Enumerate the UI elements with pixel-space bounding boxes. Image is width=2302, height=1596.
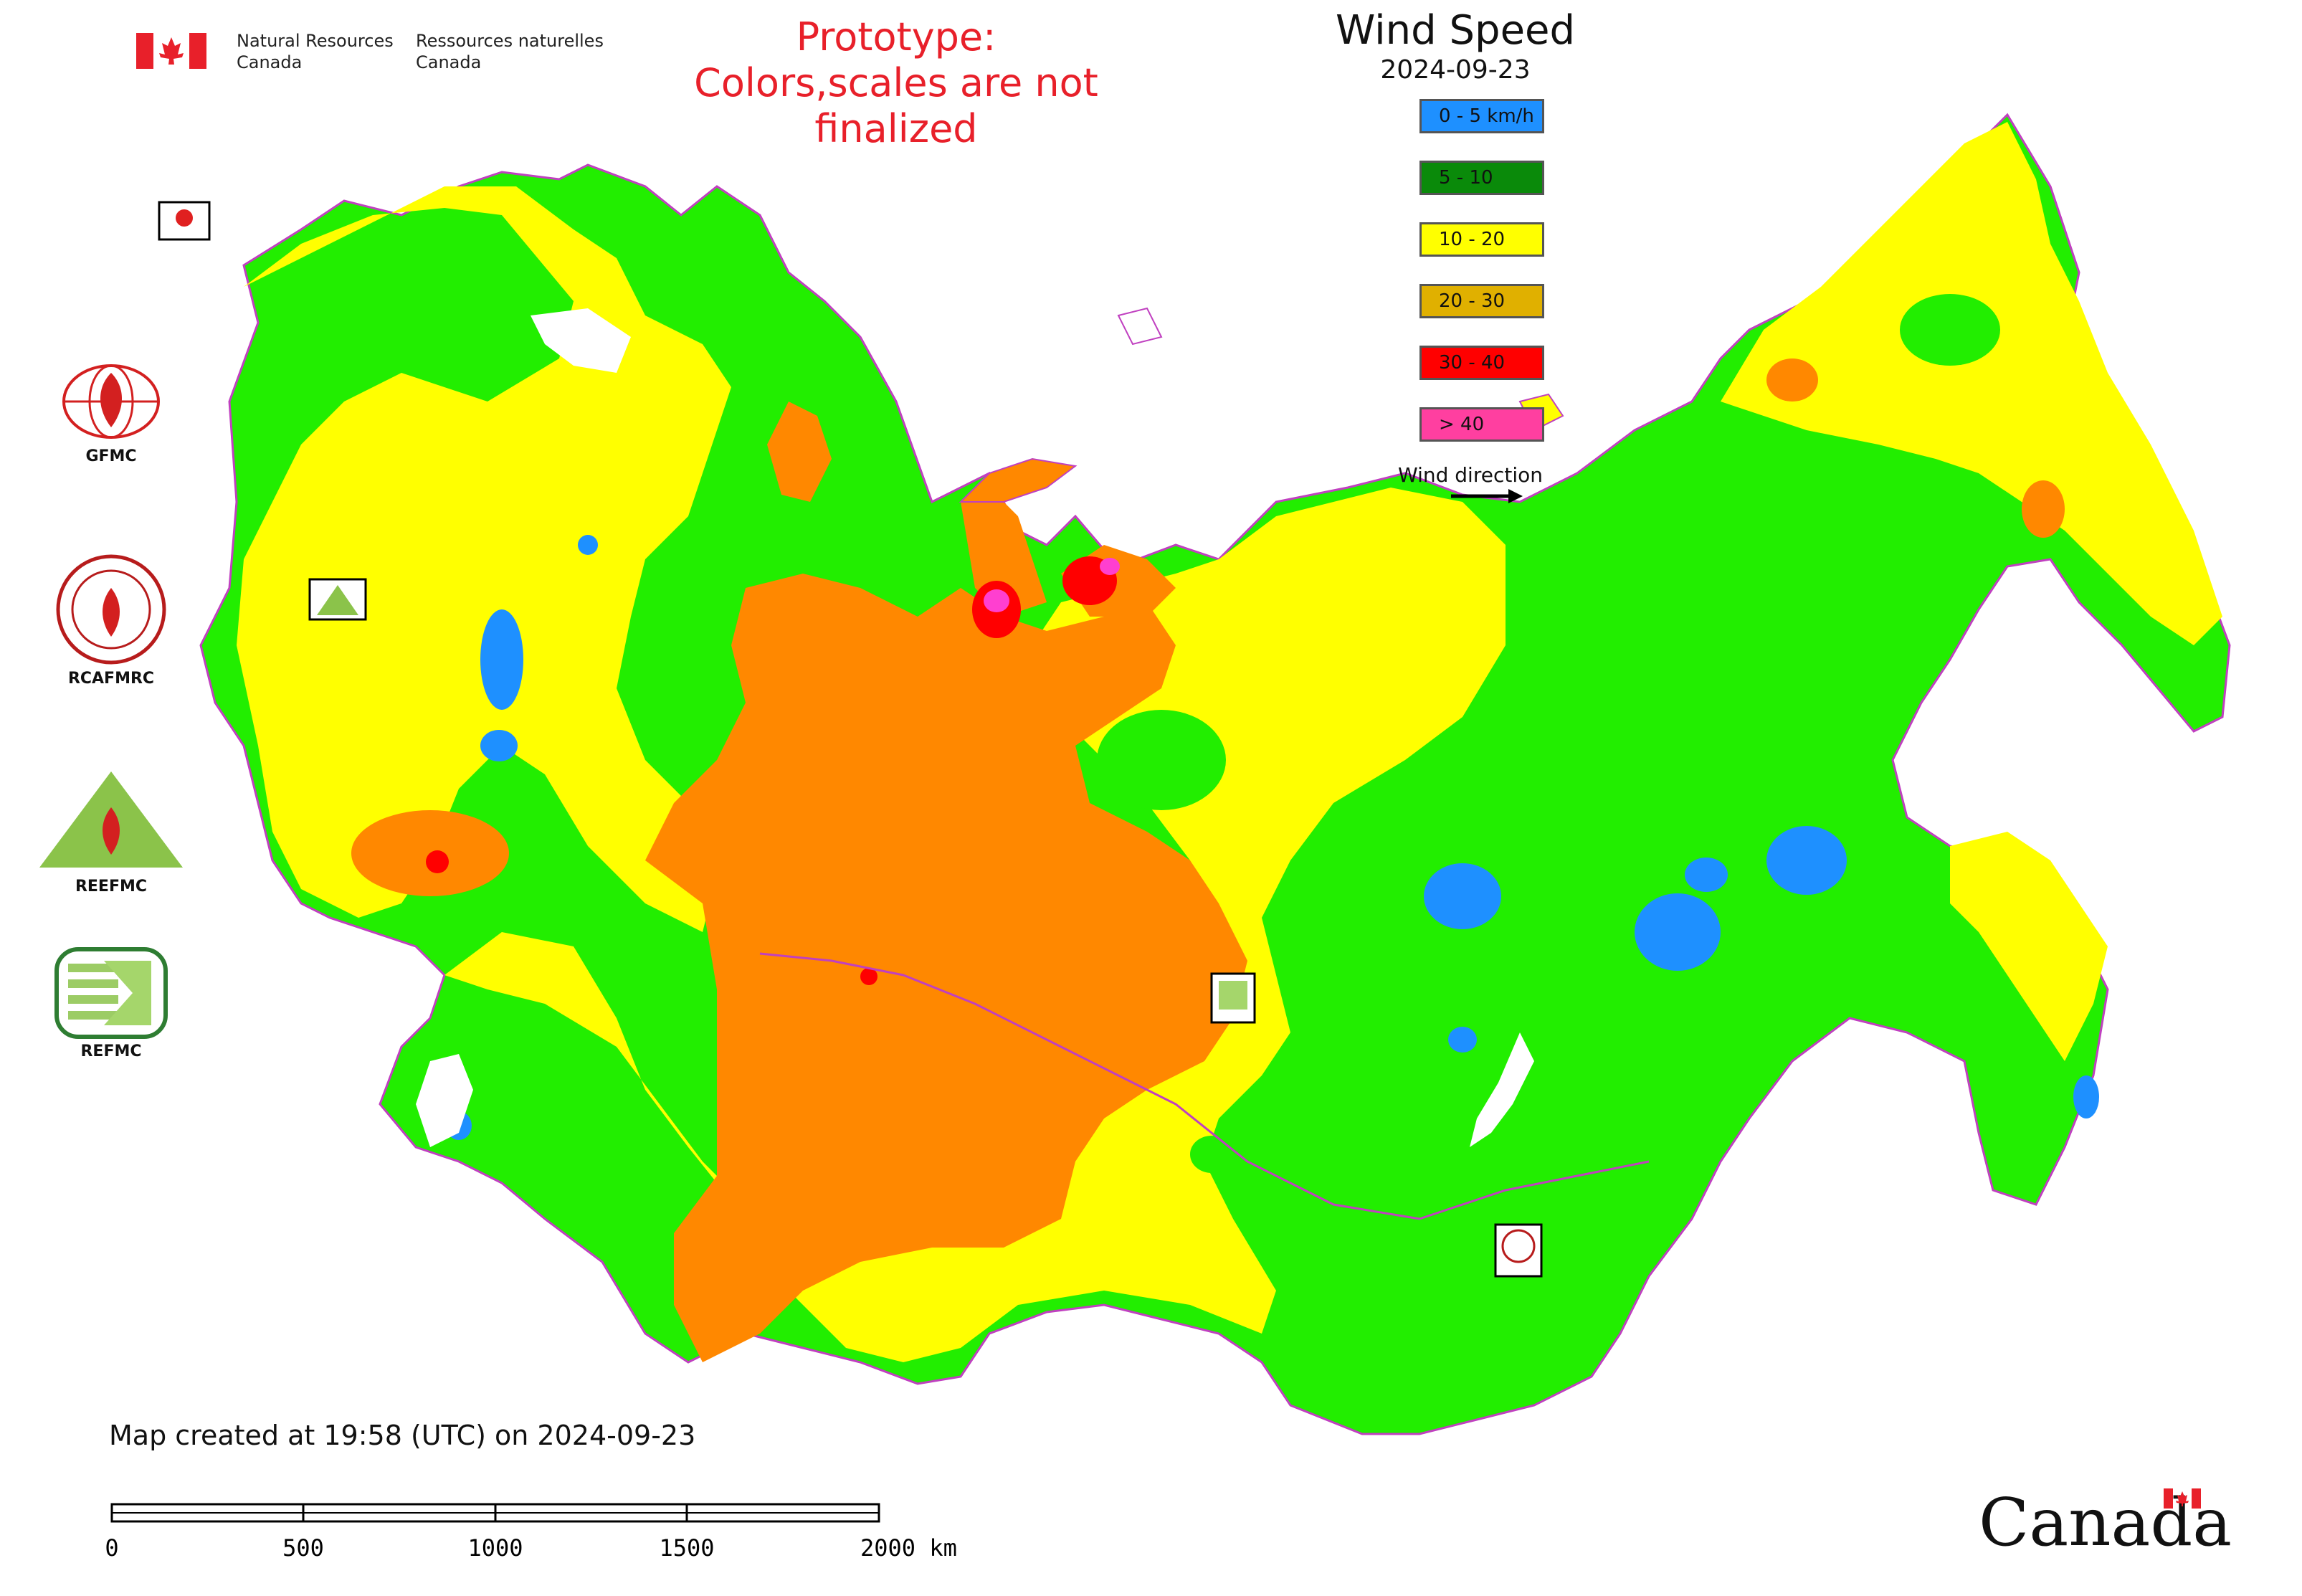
novaya-zemlya — [959, 457, 1078, 503]
wordmark-flag-icon — [2164, 1488, 2201, 1509]
zone-calm-6 — [480, 730, 518, 761]
refmc-logo: REFMC — [29, 946, 194, 1060]
zone-fresh-yamal — [961, 488, 1047, 617]
org-name-english: Natural Resources Canada — [237, 31, 394, 72]
reefmc-triangle-icon — [39, 771, 183, 868]
zone-light-north-east — [1900, 294, 2000, 366]
zone-extreme-taymyr — [1100, 558, 1120, 575]
legend: Wind Speed 2024-09-23 0 - 5 km/h 5 - 10 … — [1319, 7, 1592, 523]
station-marker-rcafmrc[interactable] — [1494, 1223, 1543, 1278]
zone-light-central — [1097, 710, 1226, 810]
caspian-sea — [416, 1054, 473, 1147]
canada-wordmark-text: Canada — [1979, 1484, 2232, 1561]
zone-fresh-kola — [767, 402, 832, 502]
rcafmrc-logo: RCAFMRC — [29, 552, 194, 688]
wind-direction-arrow-icon — [1451, 489, 1523, 503]
zone-calm-7 — [1448, 1027, 1477, 1053]
scale-tick-1500: 1500 — [659, 1534, 714, 1562]
org-name-french: Ressources naturelles Canada — [416, 31, 604, 72]
station-marker-gfmc[interactable] — [158, 201, 211, 241]
reefmc-label: REEFMC — [75, 878, 148, 896]
white-sea — [531, 308, 631, 373]
nrcan-signature: Natural Resources Canada Ressources natu… — [136, 30, 609, 73]
prototype-line-2: Colors,scales are not finalized — [694, 60, 1098, 151]
zone-strong-central — [860, 968, 877, 985]
zone-calm-10 — [578, 535, 598, 555]
legend-item-30-40: 30 - 40 — [1419, 346, 1544, 380]
gfmc-globe-icon — [62, 364, 160, 439]
legend-item-20-30: 20 - 30 — [1419, 284, 1544, 318]
prototype-notice: Prototype: Colors,scales are not finaliz… — [645, 14, 1147, 152]
legend-item-over-40: > 40 — [1419, 407, 1544, 442]
zone-moderate-kamchatka — [1721, 122, 2222, 645]
zone-calm-3 — [1766, 826, 1847, 895]
zone-fresh-chukotka — [1766, 358, 1818, 402]
canada-wordmark: Canada — [1979, 1484, 2232, 1563]
refmc-emblem-icon — [54, 947, 168, 1039]
legend-item-5-10: 5 - 10 — [1419, 161, 1544, 195]
zone-calm-1 — [1424, 863, 1501, 929]
reefmc-logo: REEFMC — [29, 767, 194, 896]
zone-moderate-south — [444, 488, 1506, 1362]
canada-flag-icon — [136, 33, 206, 69]
legend-wind-direction-label: Wind direction — [1398, 463, 1543, 487]
zone-calm-8 — [2073, 1075, 2099, 1118]
rcafmrc-seal-icon — [56, 554, 166, 665]
station-marker-reefmc[interactable] — [308, 578, 367, 621]
station-marker-refmc[interactable] — [1210, 972, 1256, 1024]
zone-extreme-yamal — [984, 589, 1009, 612]
zone-calm-4 — [1685, 858, 1728, 892]
zone-fresh-central — [645, 574, 1247, 1362]
zone-light-south — [1190, 1136, 1233, 1173]
scale-tick-2000: 2000 km — [860, 1534, 957, 1562]
zone-calm-5 — [480, 609, 523, 710]
zone-strong-urals — [426, 850, 449, 873]
zone-moderate-west — [237, 186, 731, 932]
scale-tick-0: 0 — [105, 1534, 118, 1562]
refmc-label: REFMC — [80, 1042, 142, 1060]
zone-moderate-far-east — [1950, 832, 2108, 1061]
severnaya-zemlya — [1117, 307, 1163, 346]
gfmc-label: GFMC — [85, 447, 137, 465]
legend-date: 2024-09-23 — [1380, 55, 1531, 85]
zone-light-west — [609, 928, 652, 965]
scale-bar: 0 500 1000 1500 2000 km — [105, 1503, 957, 1562]
rcafmrc-label: RCAFMRC — [67, 670, 155, 688]
zone-calm-2 — [1635, 893, 1721, 971]
prototype-line-1: Prototype: — [796, 14, 997, 60]
national-border — [759, 952, 1650, 1220]
legend-title: Wind Speed — [1335, 7, 1576, 54]
legend-item-10-20: 10 - 20 — [1419, 222, 1544, 257]
map-created-timestamp: Map created at 19:58 (UTC) on 2024-09-23 — [109, 1420, 696, 1451]
scale-tick-1000: 1000 — [467, 1534, 523, 1562]
scale-tick-500: 500 — [282, 1534, 324, 1562]
gfmc-logo: GFMC — [29, 358, 194, 465]
zone-fresh-kamchatka — [2022, 480, 2065, 538]
legend-item-0-5: 0 - 5 km/h — [1419, 99, 1544, 133]
lake-baikal — [1470, 1032, 1534, 1147]
